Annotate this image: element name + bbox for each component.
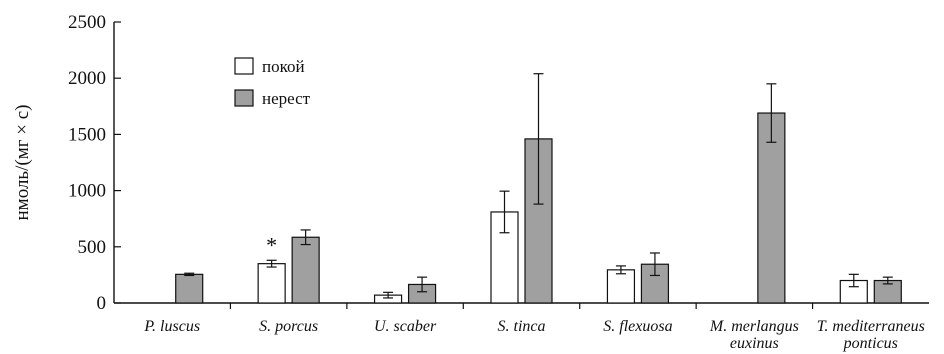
x-category-label: T. mediterraneus (817, 318, 925, 335)
legend-label: нерест (262, 89, 311, 108)
bar-rest (606, 269, 636, 304)
axes: 0 500 1000 1500 2000 2500 нмоль/(мг × с) P. lus… (12, 12, 929, 352)
x-category-label: ponticus (843, 335, 898, 352)
bar-spawn (757, 112, 786, 304)
y-tick-label: 2000 (68, 68, 106, 89)
bar-spawn (175, 273, 204, 304)
significance-marker: * (266, 232, 277, 257)
y-tick-label: 1000 (68, 181, 106, 202)
x-category-label: S. flexuosa (603, 318, 672, 335)
legend-label: покой (262, 57, 305, 76)
y-axis-label: нмоль/(мг × с) (12, 105, 33, 221)
x-category-label: P. luscus (143, 318, 200, 335)
legend-swatch (234, 89, 254, 107)
y-tick-label: 1500 (68, 124, 106, 145)
bars: * (175, 73, 902, 304)
x-category-label: U. scaber (374, 318, 437, 335)
bar-spawn (291, 236, 320, 304)
x-category-label: S. porcus (259, 318, 318, 335)
y-tick-label: 500 (78, 237, 107, 258)
legend-swatch (234, 57, 254, 75)
bar-rest (257, 263, 286, 304)
x-category-label: euxinus (730, 335, 779, 352)
x-category-label: M. merlangus (709, 318, 799, 335)
legend: покой нерест (234, 57, 311, 108)
x-category-label: S. tinca (498, 318, 546, 335)
y-tick-label: 0 (97, 293, 107, 314)
y-tick-label: 2500 (68, 12, 106, 33)
